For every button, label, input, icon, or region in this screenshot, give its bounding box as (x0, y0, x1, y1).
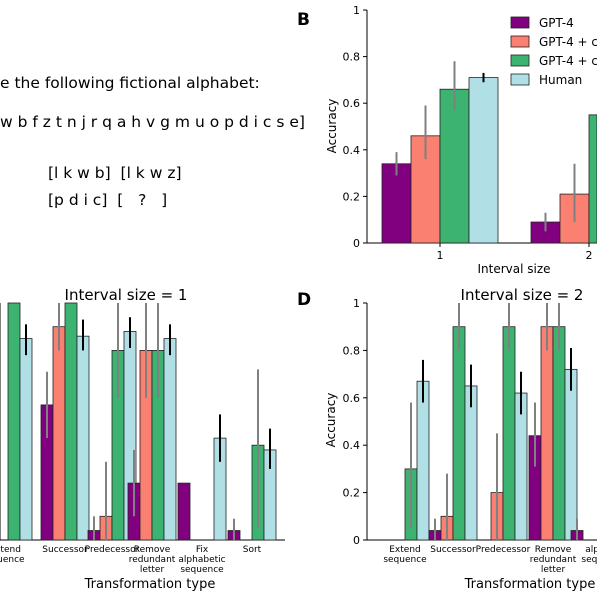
panel-a: e the following fictional alphabet: w b … (0, 74, 305, 209)
panel-d-title: Interval size = 2 (461, 286, 584, 304)
panel-a-example: [l k w b] [l k w z] (48, 164, 182, 182)
panel-c-bar (52, 326, 66, 541)
legend-swatch (510, 16, 530, 29)
panel-d-ytick-label: 1 (353, 297, 360, 310)
legend-label: GPT-4 (539, 16, 574, 30)
panel-d-bar (514, 392, 528, 541)
panel-d-category-label: redundant (530, 555, 577, 565)
panel-d-bar (564, 368, 578, 541)
panel-b-xlabel: Interval size (477, 262, 550, 276)
panel-b-bar (468, 77, 499, 244)
panel-c-xlabel: Transformation type (84, 577, 216, 592)
panel-d-ytick-label: 0.2 (343, 487, 361, 500)
panel-a-intro: e the following fictional alphabet: (0, 74, 260, 92)
legend-label: GPT-4 + c (539, 54, 597, 68)
panel-d-ytick-label: 0.8 (343, 344, 361, 357)
panel-b-ytick-label: 0 (353, 237, 360, 250)
panel-c-category-label: letter (140, 565, 165, 575)
panel-d-ytick-label: 0.4 (343, 439, 361, 452)
panel-d-bar (552, 326, 566, 541)
panel-c-category-label: Predecessor (85, 545, 140, 555)
panel-a-problem: [p d i c] [ ? ] (48, 191, 167, 209)
panel-d-ytick-label: 0.6 (343, 392, 361, 405)
panel-c-category-label: sequence (180, 565, 224, 575)
panel-label-d: D (297, 290, 311, 310)
panel-a-alphabet: w b f z t n j r q a h v g m u o p d i c … (0, 113, 305, 131)
legend-swatch (510, 35, 530, 48)
panel-c-bar (64, 302, 78, 541)
panel-b-xtick-label: 2 (586, 249, 593, 262)
panel-c-category-label: redundant (129, 555, 176, 565)
panel-b-ytick-label: 1 (353, 4, 360, 17)
panel-b-legend: GPT-4 GPT-4 + c GPT-4 + c Human (510, 16, 597, 87)
panel-d-category-label: letter (541, 565, 566, 575)
panel-c-chart: Interval size = 1 Transformation type xt… (0, 286, 285, 592)
panel-d-bar (452, 326, 466, 541)
panel-b-bar (381, 163, 412, 244)
panel-d-ylabel: Accuracy (324, 393, 338, 448)
panel-d-bar (502, 326, 516, 541)
panel-d-bar (540, 326, 554, 541)
panel-c-category-label: quence (0, 555, 25, 565)
panel-c-category-label: xtend (0, 545, 21, 555)
panel-d-category-label: alph (585, 545, 597, 555)
panel-d-category-label: seque (581, 555, 597, 565)
panel-d-ytick-label: 0 (353, 534, 360, 547)
legend-swatch (510, 54, 530, 67)
panel-d-bar (416, 380, 430, 541)
panel-d-chart: Interval size = 2 Accuracy Transformatio… (324, 286, 597, 592)
panel-c-bar (163, 338, 177, 541)
panel-b-ytick-label: 0.2 (343, 190, 361, 203)
panel-b-xtick-label: 1 (437, 249, 444, 262)
panel-d-category-label: Successor (430, 545, 476, 555)
panel-d-xlabel: Transformation type (464, 577, 596, 592)
panel-c-category-label: Remove (134, 545, 171, 555)
panel-b-ytick-label: 0.4 (343, 144, 361, 157)
panel-c-category-label: alphabetic (178, 555, 225, 565)
legend-swatch (510, 73, 530, 86)
panel-d-category-label: sequence (383, 555, 427, 565)
panel-d-category-label: Predecessor (476, 545, 531, 555)
panel-c-bar (177, 482, 191, 541)
panel-b-ytick-label: 0.6 (343, 97, 361, 110)
panel-d-category-label: Remove (535, 545, 572, 555)
panel-c-category-label: Sort (243, 545, 262, 555)
panel-c-title: Interval size = 1 (65, 286, 188, 304)
legend-label: GPT-4 + c (539, 35, 597, 49)
panel-c-category-label: Fix (196, 545, 209, 555)
panel-label-b: B (297, 10, 310, 30)
panel-d-bar (464, 385, 478, 541)
panel-b-bar (588, 114, 597, 244)
panel-b-ylabel: Accuracy (325, 99, 339, 154)
legend-label: Human (539, 73, 582, 87)
panel-c-category-label: Successor (42, 545, 88, 555)
panel-c-bar (7, 302, 21, 541)
panel-b-bar (439, 88, 470, 244)
panel-c-bar (76, 335, 90, 541)
panel-c-bar (19, 338, 33, 541)
panel-b-ytick-label: 0.8 (343, 51, 361, 64)
panel-d-category-label: Extend (389, 545, 421, 555)
